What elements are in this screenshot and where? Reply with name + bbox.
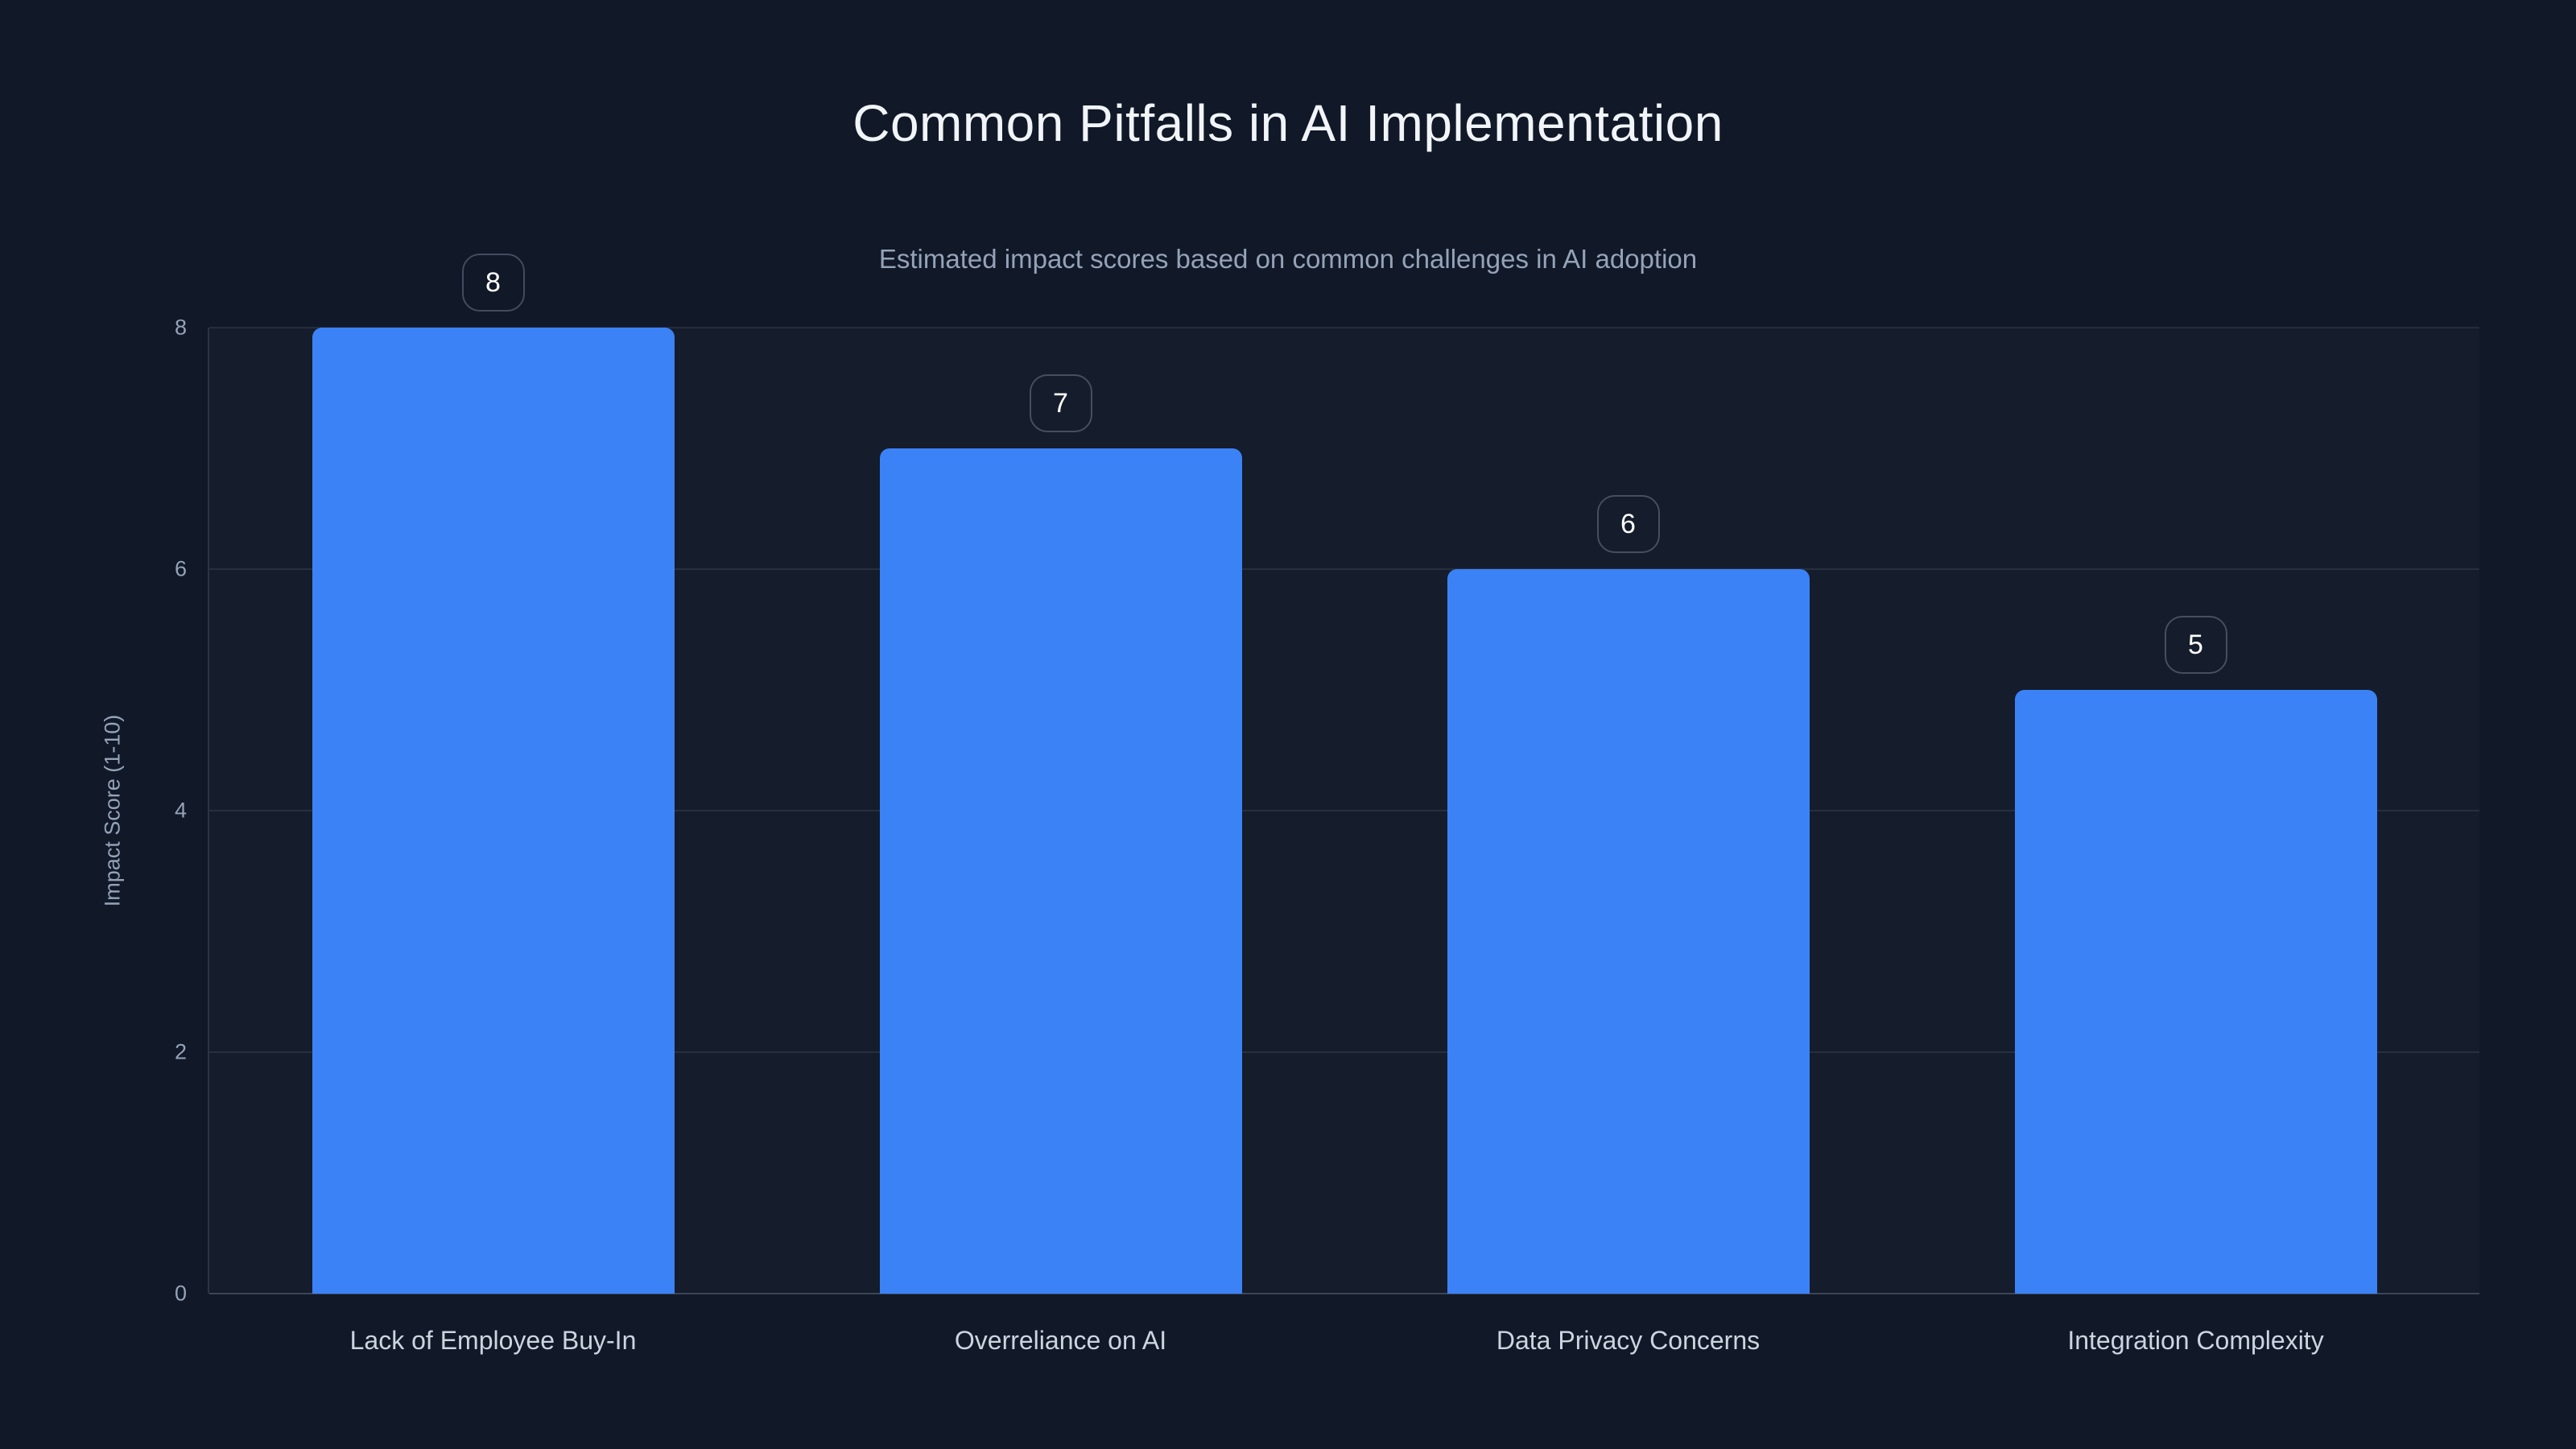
category-label: Overreliance on AI — [954, 1326, 1167, 1355]
value-badge: 7 — [1029, 374, 1092, 432]
category-label: Data Privacy Concerns — [1496, 1326, 1761, 1355]
chart-subtitle: Estimated impact scores based on common … — [878, 244, 1698, 274]
bar — [312, 328, 675, 1294]
gridline-8 — [209, 327, 2479, 328]
plot-area: Impact Score (1-10) 0 2 4 6 8 8 Lack of Emplo… — [101, 254, 2479, 1355]
value-badge: 5 — [2164, 616, 2227, 674]
value-badge: 8 — [461, 254, 525, 312]
y-axis-line — [208, 328, 209, 1294]
y-tick-label-8: 8 — [174, 315, 187, 340]
y-axis-title: Impact Score (1-10) — [100, 714, 125, 907]
gridline-2 — [209, 1051, 2479, 1053]
bar — [879, 448, 1242, 1294]
category-label: Lack of Employee Buy-In — [349, 1326, 637, 1355]
bar-group: 7 Overreliance on AI — [777, 328, 1344, 1355]
bar-group: 8 Lack of Employee Buy-In — [209, 254, 777, 1355]
chart-title: Common Pitfalls in AI Implementation — [852, 94, 1724, 152]
x-axis-line — [209, 1293, 2479, 1294]
gridline-6 — [209, 568, 2479, 570]
category-label: Integration Complexity — [2067, 1326, 2324, 1355]
bar — [1447, 569, 1810, 1294]
gridline-4 — [209, 810, 2479, 811]
y-tick-label-0: 0 — [174, 1281, 187, 1306]
bar-group: 6 Data Privacy Concerns — [1344, 328, 1912, 1355]
y-tick-label-4: 4 — [174, 798, 187, 823]
value-badge: 6 — [1596, 495, 1660, 553]
y-tick-label-2: 2 — [174, 1039, 187, 1064]
y-tick-label-6: 6 — [174, 556, 187, 581]
bar — [2014, 690, 2377, 1294]
bar-group: 5 Integration Complexity — [1912, 328, 2479, 1355]
